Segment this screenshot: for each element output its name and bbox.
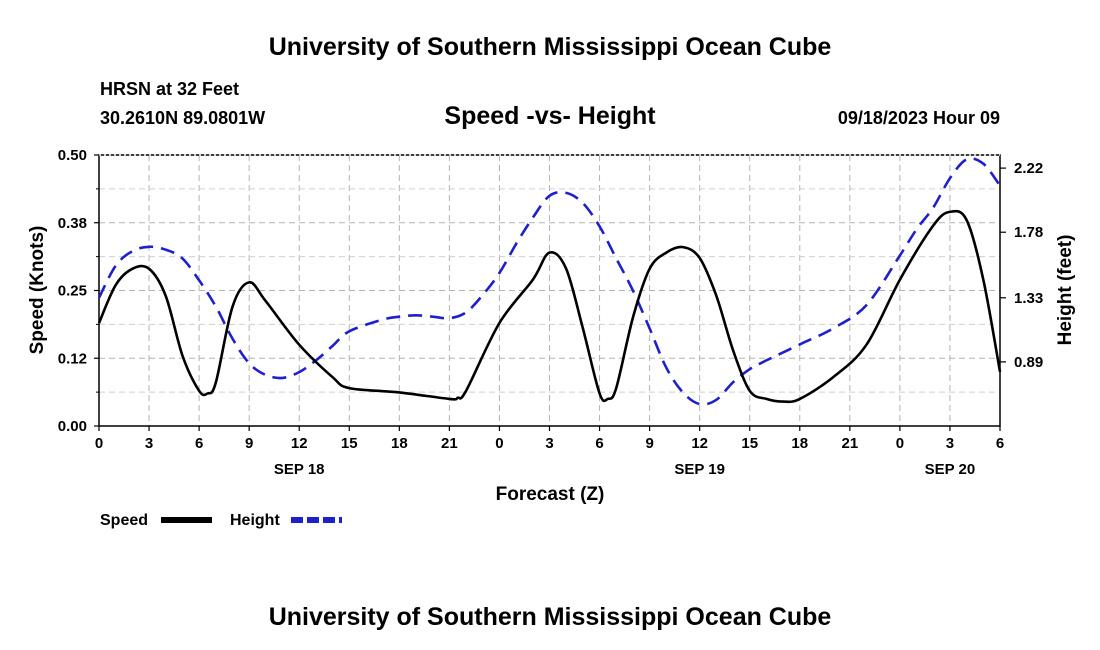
x-tick-label: 3 — [946, 435, 954, 452]
x-tick-label: 6 — [195, 435, 203, 452]
chart-subtitle: Speed -vs- Height — [444, 102, 656, 130]
footer-title: University of Southern Mississippi Ocean… — [269, 603, 832, 631]
x-date-label: SEP 20 — [925, 461, 976, 478]
y-left-tick-label: 0.25 — [58, 283, 87, 300]
x-tick-label: 12 — [291, 435, 308, 452]
y-left-tick-label: 0.38 — [58, 215, 87, 232]
chart-main-title: University of Southern Mississippi Ocean… — [269, 33, 832, 61]
y-axis-left-label: Speed (Knots) — [27, 226, 48, 355]
x-tick-label: 18 — [391, 435, 408, 452]
x-tick-label: 6 — [996, 435, 1004, 452]
y-right-tick-label: 1.78 — [1014, 224, 1043, 241]
x-tick-label: 3 — [145, 435, 153, 452]
x-tick-label: 0 — [896, 435, 904, 452]
x-tick-label: 9 — [645, 435, 653, 452]
axis-ticks: 0 3 6 9 12 15 18 21 0 3 6 9 12 15 18 21 0 3 6 SEP 18 SEP 19 S… — [58, 147, 1043, 478]
gridlines — [99, 155, 1000, 426]
x-tick-label: 3 — [545, 435, 553, 452]
forecast-datetime: 09/18/2023 Hour 09 — [838, 108, 1000, 128]
station-name: HRSN at 32 Feet — [100, 79, 239, 99]
x-tick-label: 21 — [841, 435, 858, 452]
speed-series-line — [97, 209, 1002, 404]
x-date-label: SEP 19 — [674, 461, 725, 478]
station-location: 30.2610N 89.0801W — [100, 108, 265, 128]
x-tick-label: 21 — [441, 435, 458, 452]
x-tick-label: 18 — [791, 435, 808, 452]
y-left-tick-label: 0.00 — [58, 418, 87, 435]
y-axis-right-label: Height (feet) — [1055, 235, 1076, 346]
x-tick-label: 0 — [95, 435, 103, 452]
x-tick-label: 9 — [245, 435, 253, 452]
x-axis-label: Forecast (Z) — [496, 484, 605, 505]
y-right-tick-label: 0.89 — [1014, 354, 1043, 371]
x-tick-label: 15 — [741, 435, 758, 452]
x-tick-label: 15 — [341, 435, 358, 452]
legend-height-label: Height — [230, 512, 280, 529]
height-series-line — [97, 157, 1002, 406]
legend: Speed Height — [100, 512, 342, 529]
legend-speed-label: Speed — [100, 512, 148, 529]
y-right-tick-label: 2.22 — [1014, 160, 1043, 177]
x-tick-label: 12 — [691, 435, 708, 452]
x-tick-label: 0 — [495, 435, 503, 452]
y-left-tick-label: 0.50 — [58, 147, 87, 164]
x-tick-label: 6 — [595, 435, 603, 452]
y-right-tick-label: 1.33 — [1014, 290, 1043, 307]
y-left-tick-label: 0.12 — [58, 350, 87, 367]
x-date-label: SEP 18 — [274, 461, 325, 478]
